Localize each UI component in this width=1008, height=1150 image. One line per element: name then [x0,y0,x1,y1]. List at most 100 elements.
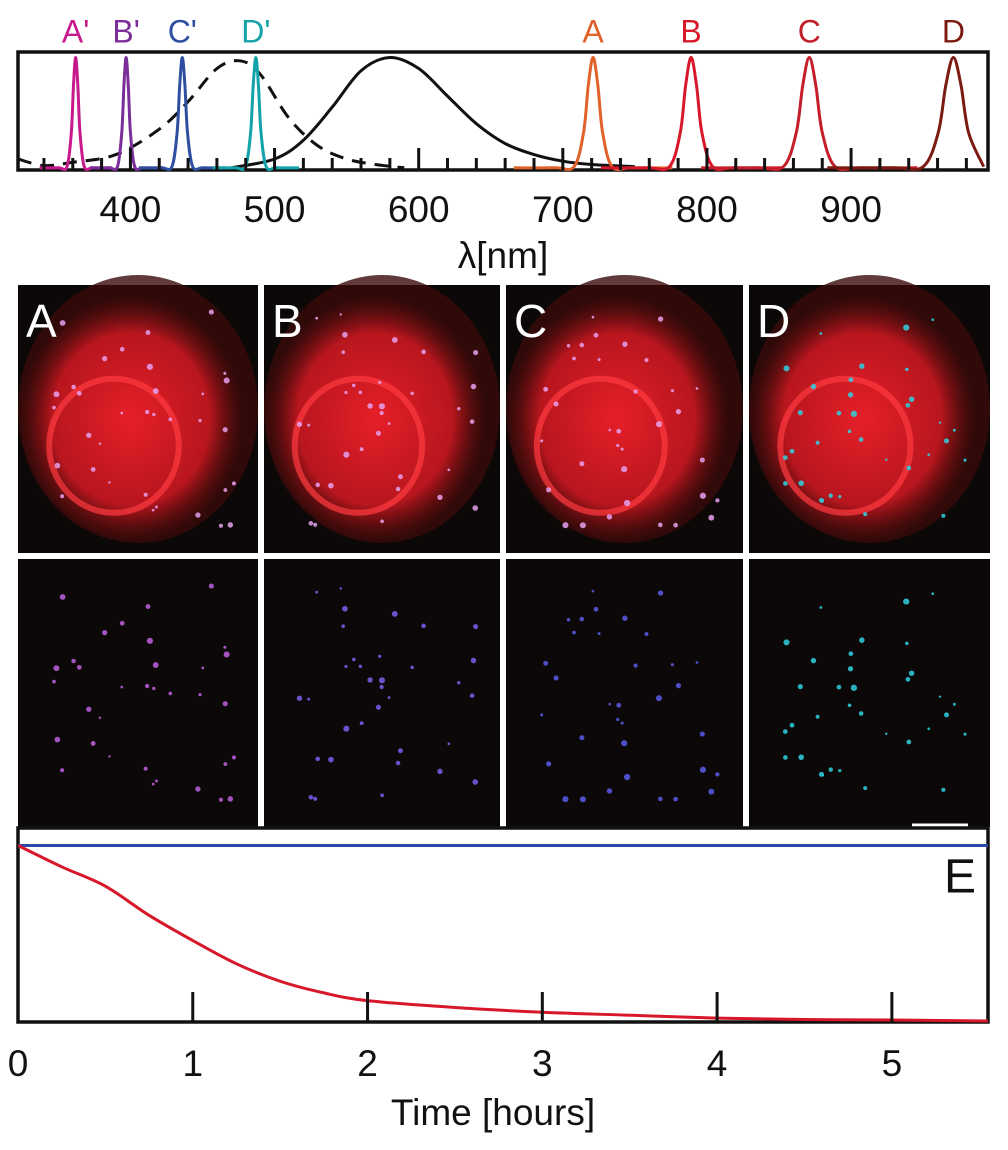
spot [695,387,699,390]
x-tick-label: 900 [820,189,882,230]
spot [847,429,852,434]
spot [847,392,854,398]
spot [621,466,628,473]
spot [218,797,224,802]
spot [644,357,649,363]
spot [836,410,842,416]
spot [469,419,475,424]
spot [908,396,915,402]
spot [847,666,854,672]
spot [606,788,613,794]
x-tick-label: 800 [676,189,738,230]
spot [119,620,125,626]
spot [145,409,150,415]
spot [342,605,348,612]
spot [195,512,201,518]
spot [708,514,715,521]
spot [783,639,790,646]
spot [222,701,228,707]
spot [847,703,852,708]
spot [457,407,461,411]
peak-label: B [680,13,701,49]
panel-label: E [944,851,976,904]
spot [616,428,622,434]
spot [315,482,320,488]
spot [379,684,384,690]
spot [616,702,622,708]
series-line [139,56,226,172]
spot [938,695,942,698]
spot [71,658,76,664]
spot [359,447,364,452]
spot [673,522,678,528]
spot [543,386,549,392]
spot [591,589,595,593]
spot [708,788,715,795]
spot [379,410,384,416]
spot [944,438,949,444]
spot [562,796,569,803]
spot [905,676,911,682]
spot [616,443,620,448]
micrograph [264,559,500,827]
spot [798,480,805,487]
x-tick-label: 1 [182,1043,203,1084]
spot [783,481,788,486]
spot [341,350,346,355]
spot [906,465,912,471]
spot [797,684,803,690]
spot [699,731,705,737]
spot [145,330,151,335]
peak-label: C [798,13,821,49]
spot [231,481,237,486]
x-tick-label: 700 [532,189,594,230]
spot [378,677,385,684]
spot [378,380,382,384]
spot [307,423,311,427]
spot [328,482,334,489]
spot [699,457,705,463]
series-line [18,59,405,170]
spot [410,391,414,396]
spot [622,341,628,347]
spot [227,522,234,528]
spot [86,432,92,438]
spot [201,392,205,396]
spot [819,606,823,609]
spot [838,494,842,499]
spot [152,412,156,417]
spot [223,762,228,766]
x-tick-label: 600 [388,189,450,230]
series-line [827,56,986,172]
panel-label: C [514,295,547,347]
spot [222,427,228,433]
spot [437,494,443,501]
spot [815,440,820,445]
spot [308,521,314,526]
spot [143,492,148,497]
series-line [701,56,918,172]
spot [358,664,363,669]
spot [395,486,401,492]
spot [644,631,649,637]
spot [579,616,585,622]
spot [387,422,391,425]
spot [931,318,935,322]
spot [351,383,356,388]
spot [952,428,956,432]
spot [838,768,842,773]
spot [828,767,833,772]
plot-frame [16,826,990,1024]
spot [145,683,150,689]
spot [566,618,571,622]
spot [608,702,612,706]
spot [152,686,156,691]
x-tick-label: 400 [100,189,162,230]
x-tick-label: 5 [882,1043,903,1084]
spot [208,583,214,589]
spot [859,637,865,643]
spot [591,315,595,319]
spot [108,481,111,484]
